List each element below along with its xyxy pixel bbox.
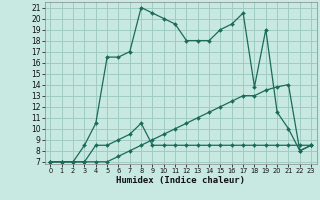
- X-axis label: Humidex (Indice chaleur): Humidex (Indice chaleur): [116, 176, 245, 185]
